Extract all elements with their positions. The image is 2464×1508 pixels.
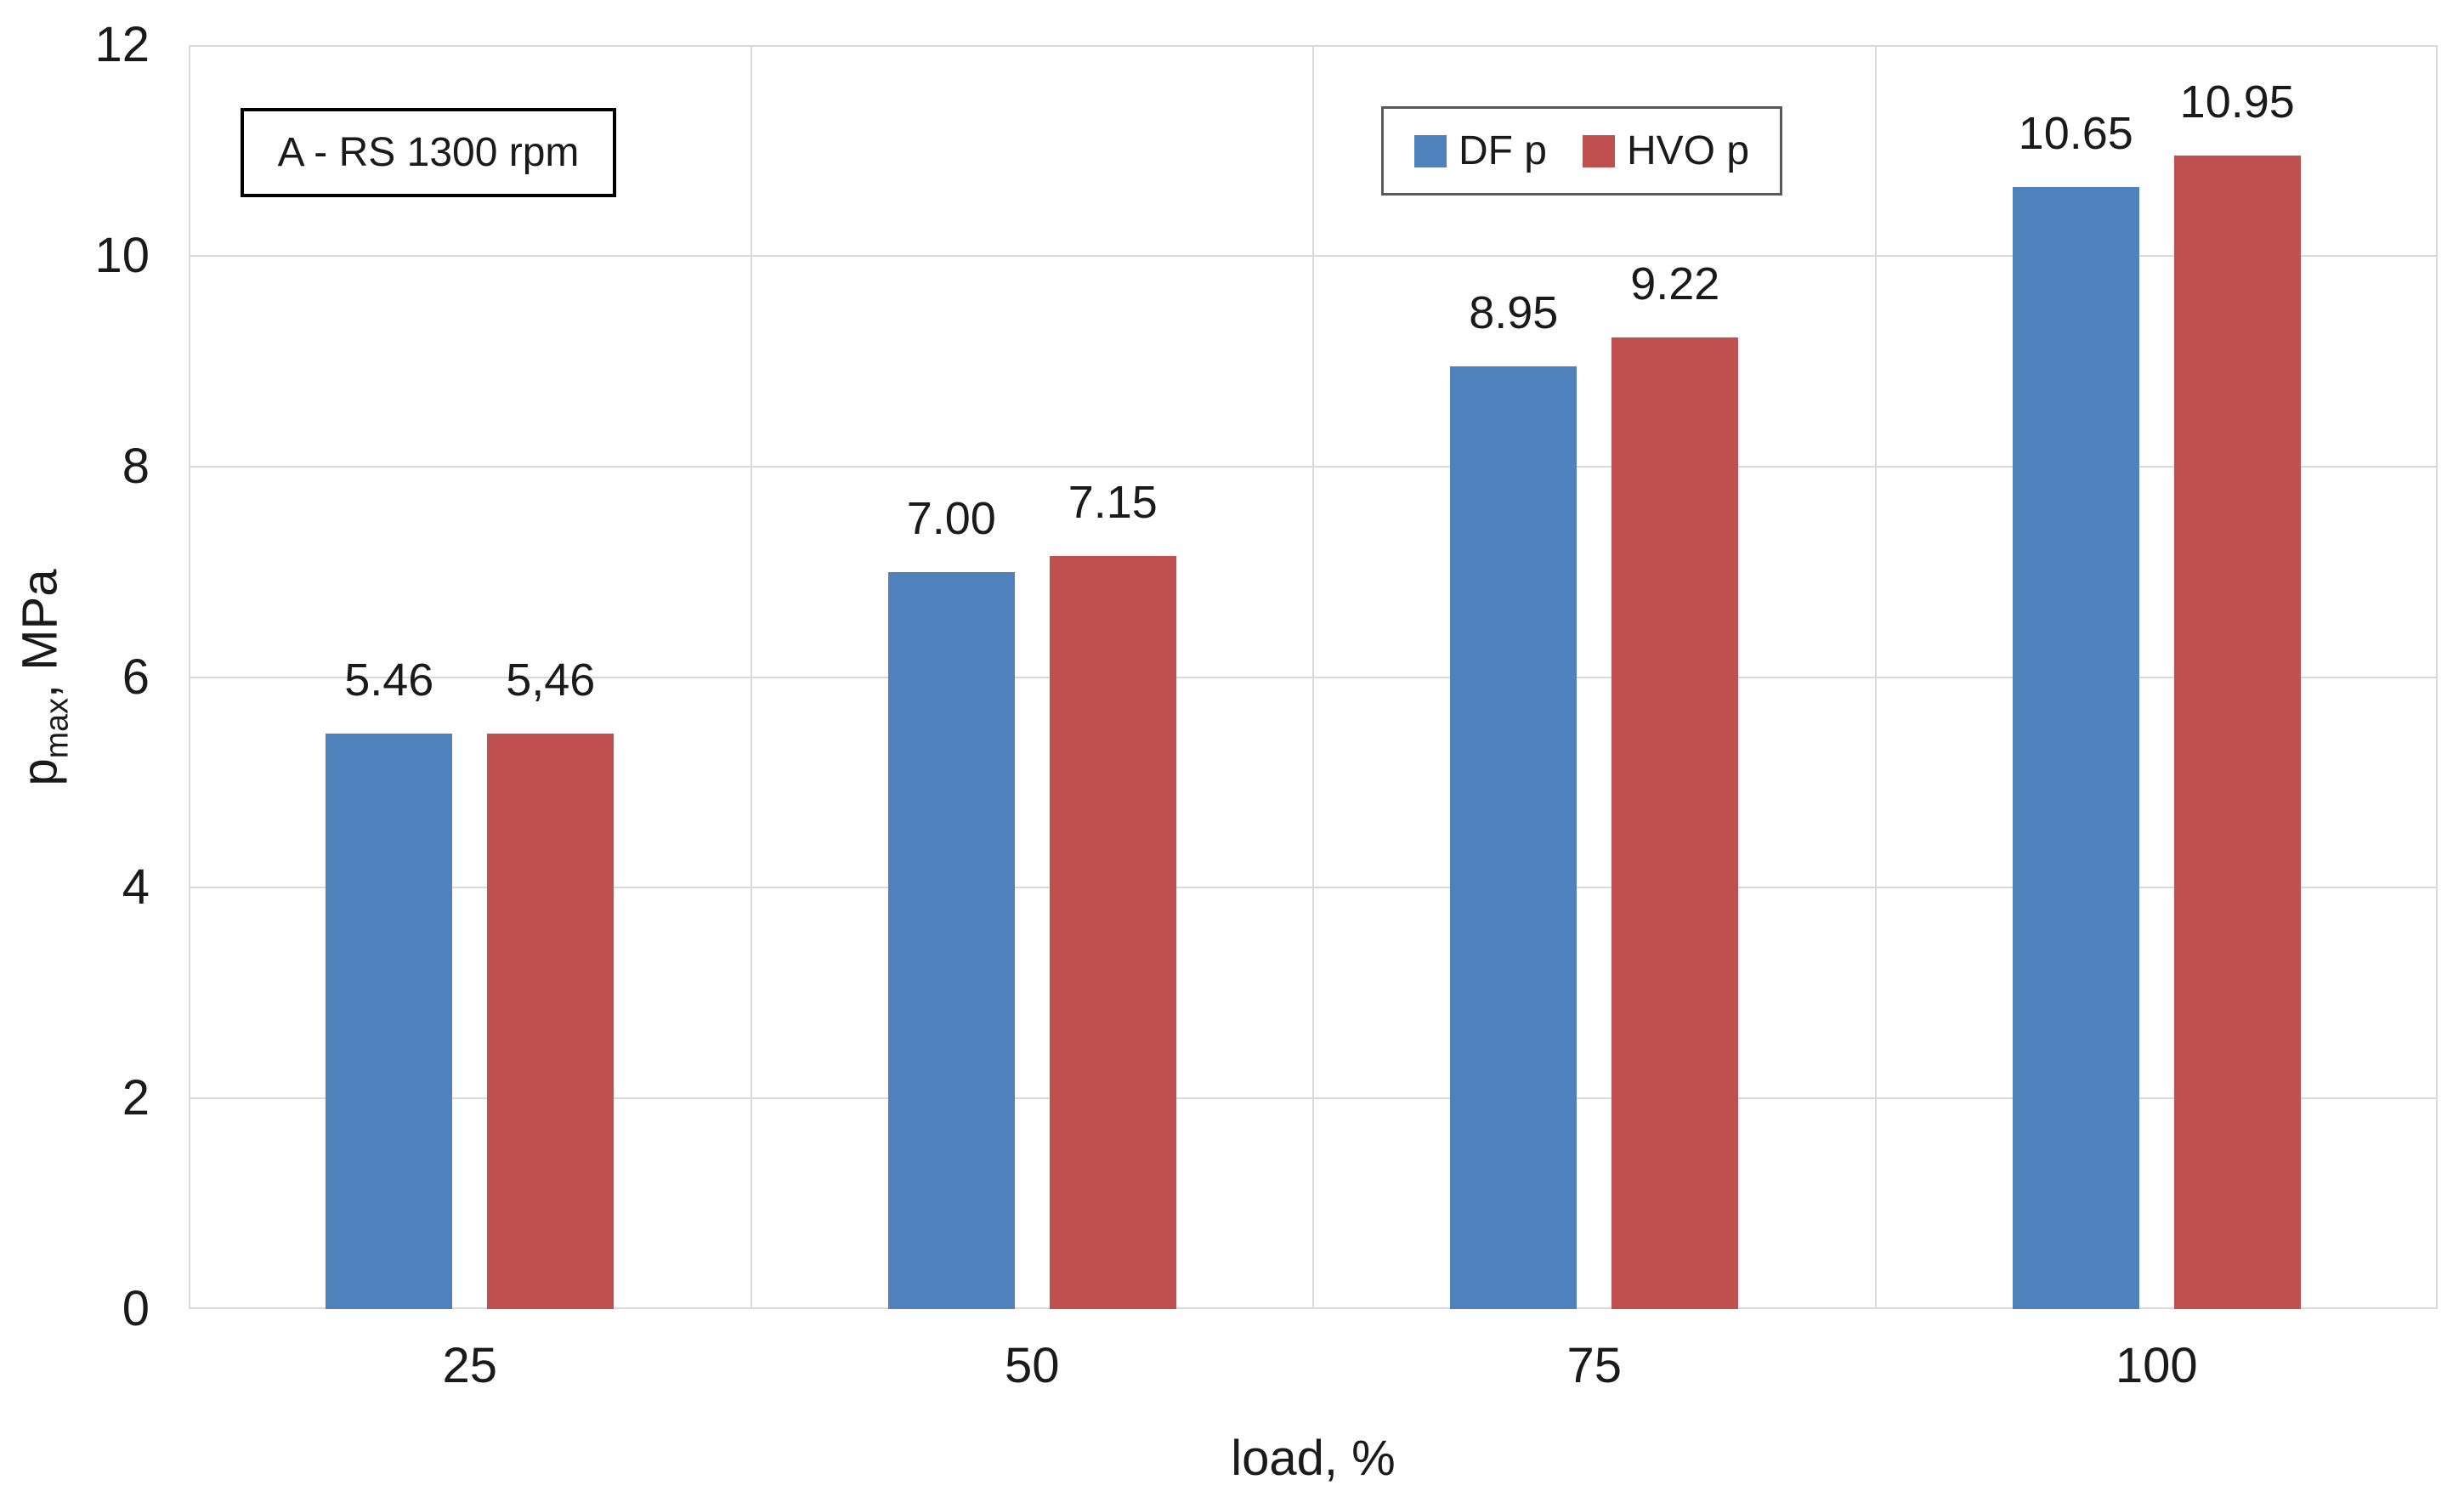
bar-value-label: 10.65 bbox=[2018, 108, 2133, 160]
x-axis-title: load, % bbox=[1231, 1431, 1396, 1486]
bar-df-p bbox=[2012, 187, 2139, 1309]
y-tick-label: 12 bbox=[94, 17, 150, 72]
x-tick-label: 25 bbox=[442, 1338, 497, 1393]
y-axis-title-base: p bbox=[12, 758, 68, 786]
y-tick-label: 0 bbox=[122, 1281, 150, 1336]
y-tick-label: 2 bbox=[122, 1070, 150, 1126]
legend-swatch-icon bbox=[1413, 134, 1447, 167]
bar-df-p bbox=[1450, 366, 1578, 1309]
vertical-gridline bbox=[1312, 45, 1314, 1309]
bar-value-label: 5.46 bbox=[344, 655, 434, 706]
x-tick-label: 50 bbox=[1004, 1338, 1060, 1393]
bar-hvo-p bbox=[487, 734, 615, 1309]
bar-value-label: 7.15 bbox=[1068, 476, 1158, 528]
bar-value-label: 5,46 bbox=[506, 655, 596, 706]
bar-df-p bbox=[887, 571, 1015, 1309]
y-tick-label: 6 bbox=[122, 649, 150, 705]
y-axis-title: pmax, MPa bbox=[12, 569, 82, 786]
y-tick-label: 8 bbox=[122, 438, 150, 494]
bar-hvo-p bbox=[1049, 555, 1176, 1309]
vertical-gridline bbox=[750, 45, 752, 1309]
bar-value-label: 7.00 bbox=[906, 492, 996, 544]
legend-item: HVO p bbox=[1582, 128, 1750, 174]
x-tick-label: 100 bbox=[2115, 1338, 2198, 1393]
legend-swatch-icon bbox=[1582, 134, 1615, 167]
chart-legend: DF p HVO p bbox=[1381, 106, 1782, 196]
bar-hvo-p bbox=[1612, 337, 1739, 1309]
y-tick-label: 10 bbox=[94, 227, 150, 283]
x-tick-label: 75 bbox=[1566, 1338, 1622, 1393]
bar-hvo-p bbox=[2173, 156, 2301, 1309]
vertical-gridline bbox=[1874, 45, 1877, 1309]
bar-value-label: 8.95 bbox=[1469, 286, 1559, 338]
y-axis-title-unit: , MPa bbox=[12, 569, 68, 699]
y-tick-label: 4 bbox=[122, 859, 150, 916]
bar-value-label: 9.22 bbox=[1630, 258, 1720, 310]
bar-df-p bbox=[326, 734, 453, 1309]
chart-annotation-label: A - RS 1300 rpm bbox=[277, 130, 580, 175]
legend-item: DF p bbox=[1413, 128, 1547, 174]
legend-label: HVO p bbox=[1626, 128, 1750, 173]
y-axis-title-subscript: max bbox=[38, 698, 75, 759]
bar-value-label: 10.95 bbox=[2179, 77, 2295, 128]
legend-label: DF p bbox=[1458, 128, 1547, 173]
chart-annotation-box: A - RS 1300 rpm bbox=[241, 108, 616, 197]
